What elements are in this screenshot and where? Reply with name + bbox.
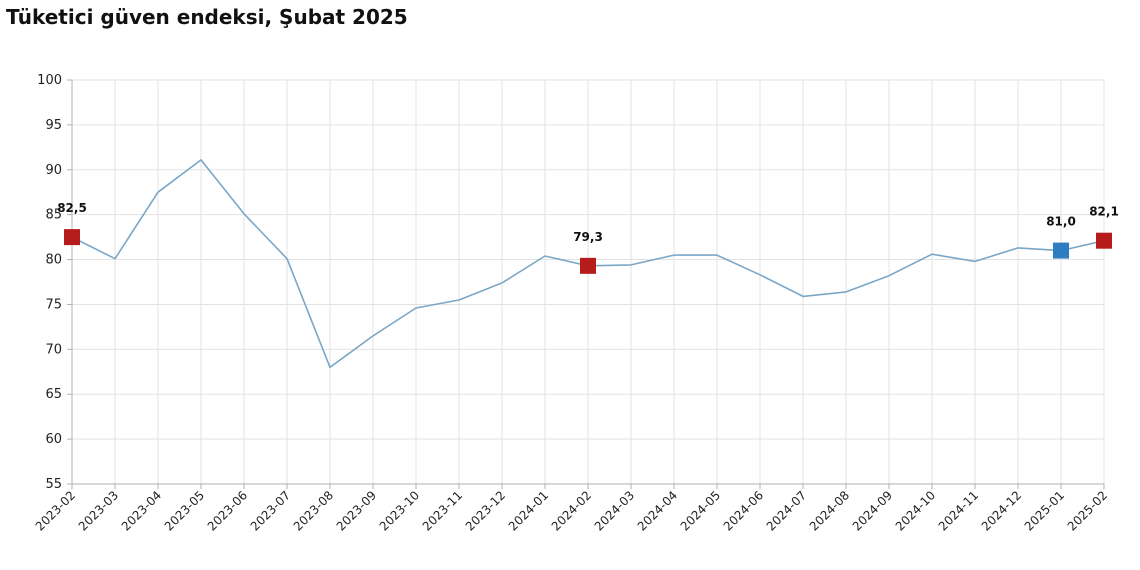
y-tick-label: 65 — [45, 387, 62, 402]
x-tick-label: 2023-12 — [463, 488, 508, 533]
y-tick-label: 100 — [37, 73, 62, 88]
y-tick-label: 75 — [45, 297, 62, 312]
x-tick-label: 2023-06 — [205, 488, 250, 533]
x-tick-label: 2024-01 — [506, 488, 551, 533]
x-tick-label: 2023-02 — [33, 488, 78, 533]
y-tick-label: 95 — [45, 118, 62, 133]
y-tick-label: 90 — [45, 163, 62, 178]
x-tick-label: 2023-05 — [162, 488, 207, 533]
x-tick-label: 2025-01 — [1022, 488, 1067, 533]
x-tick-label: 2023-11 — [420, 488, 465, 533]
y-tick-label: 55 — [45, 477, 62, 492]
grid-layer — [72, 79, 1105, 484]
y-tick-label: 85 — [45, 208, 62, 223]
data-label: 82,1 — [1089, 205, 1119, 219]
x-tick-label: 2024-04 — [635, 488, 680, 533]
axis-layer: 5560657075808590951002023-022023-032023-… — [33, 73, 1110, 534]
x-tick-label: 2024-10 — [893, 488, 938, 533]
x-tick-label: 2024-02 — [549, 488, 594, 533]
x-tick-label: 2023-04 — [119, 488, 164, 533]
x-tick-label: 2024-11 — [936, 488, 981, 533]
data-point-marker — [580, 257, 596, 274]
x-tick-label: 2023-10 — [377, 488, 422, 533]
x-tick-label: 2023-08 — [291, 488, 336, 533]
x-tick-label: 2024-09 — [850, 488, 895, 533]
y-tick-label: 80 — [45, 253, 62, 268]
data-point-marker — [1053, 242, 1069, 259]
x-tick-label: 2023-03 — [76, 488, 121, 533]
x-tick-label: 2024-06 — [721, 488, 766, 533]
x-tick-label: 2023-07 — [248, 488, 293, 533]
y-tick-label: 70 — [45, 342, 62, 357]
x-tick-label: 2024-07 — [764, 488, 809, 533]
x-tick-label: 2024-08 — [807, 488, 852, 533]
x-tick-label: 2024-05 — [678, 488, 723, 533]
data-point-marker — [1096, 232, 1112, 249]
marker-layer: 82,5 79,3 81,0 82,1 — [57, 201, 1119, 274]
x-tick-label: 2025-02 — [1065, 488, 1110, 533]
data-label: 79,3 — [573, 230, 603, 244]
data-point-marker — [64, 229, 80, 246]
x-tick-label: 2024-03 — [592, 488, 637, 533]
x-tick-label: 2024-12 — [979, 488, 1024, 533]
data-label: 81,0 — [1046, 215, 1076, 229]
chart-title: Tüketici güven endeksi, Şubat 2025 — [6, 5, 408, 29]
y-tick-label: 60 — [45, 432, 62, 447]
x-tick-label: 2023-09 — [334, 488, 379, 533]
data-label: 82,5 — [57, 201, 87, 215]
